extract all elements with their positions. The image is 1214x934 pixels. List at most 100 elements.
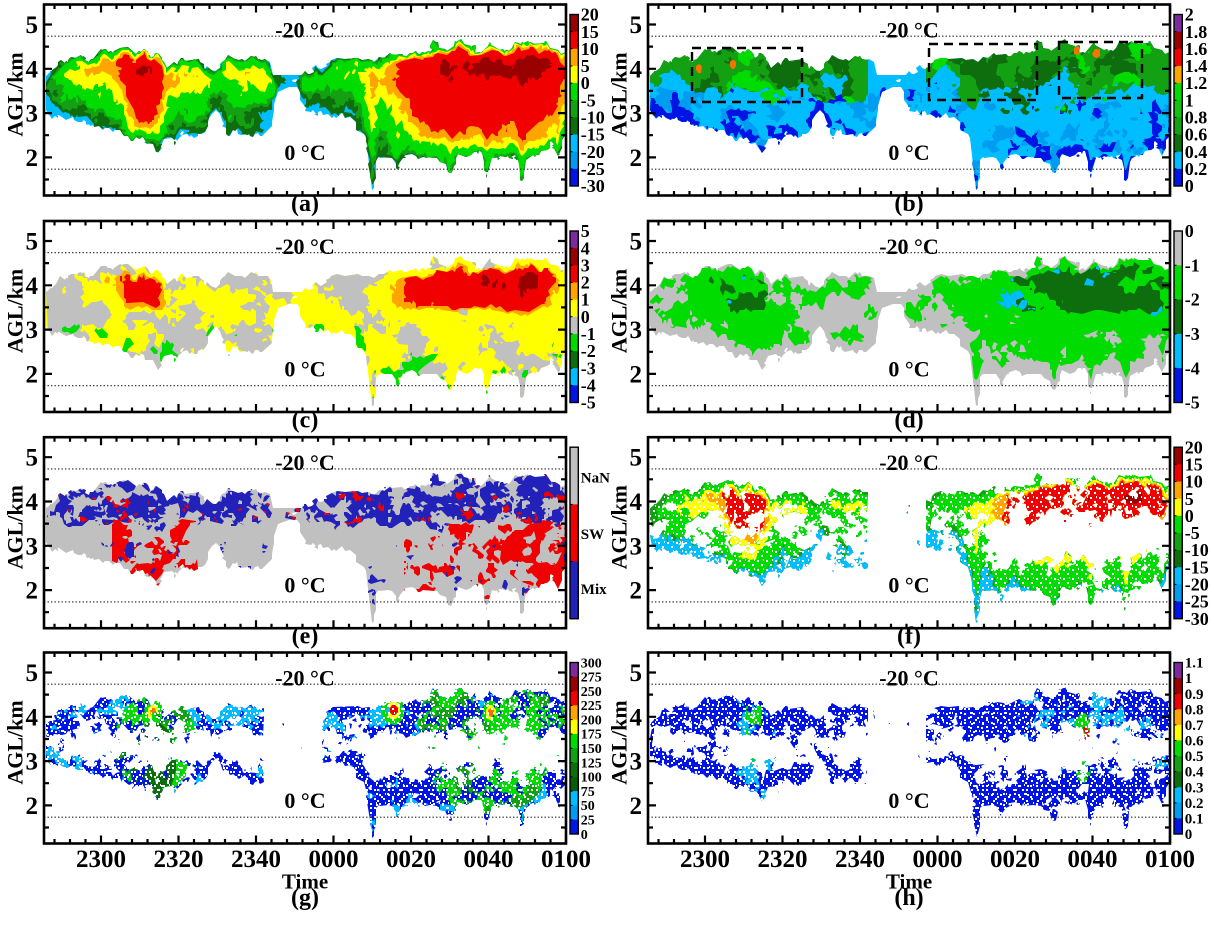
svg-text:5: 5	[581, 221, 590, 241]
svg-text:2340: 2340	[231, 846, 281, 873]
svg-text:-10: -10	[1185, 540, 1209, 560]
svg-text:AGL/km: AGL/km	[607, 269, 632, 353]
svg-text:0.2: 0.2	[1185, 159, 1208, 179]
svg-text:25: 25	[581, 814, 595, 829]
svg-text:3: 3	[630, 101, 643, 128]
svg-text:-5: -5	[581, 90, 596, 110]
svg-text:0 °C: 0 °C	[284, 573, 325, 598]
svg-text:75: 75	[581, 785, 595, 800]
svg-text:15: 15	[581, 22, 599, 42]
svg-text:4: 4	[630, 273, 643, 300]
svg-text:0020: 0020	[386, 846, 436, 873]
svg-text:-1: -1	[581, 324, 596, 344]
svg-text:0: 0	[581, 828, 588, 843]
svg-text:(a): (a)	[291, 191, 319, 217]
svg-text:-20 °C: -20 °C	[275, 666, 335, 691]
svg-text:4: 4	[630, 704, 643, 731]
svg-text:2: 2	[1185, 5, 1194, 25]
svg-text:0.4: 0.4	[1185, 765, 1204, 781]
svg-text:0 °C: 0 °C	[888, 140, 929, 165]
svg-text:0.6: 0.6	[1185, 734, 1204, 750]
svg-text:0: 0	[1185, 221, 1194, 241]
svg-text:2: 2	[630, 361, 643, 388]
svg-text:3: 3	[630, 533, 643, 560]
svg-text:0.6: 0.6	[1185, 125, 1208, 145]
svg-text:AGL/km: AGL/km	[607, 52, 632, 136]
svg-text:2300: 2300	[76, 846, 126, 873]
svg-text:0.3: 0.3	[1185, 780, 1204, 796]
svg-text:2300: 2300	[680, 846, 730, 873]
svg-text:20: 20	[581, 5, 599, 25]
svg-text:-20 °C: -20 °C	[879, 450, 939, 475]
svg-text:1: 1	[1185, 671, 1193, 687]
svg-text:2: 2	[26, 793, 39, 820]
svg-text:AGL/km: AGL/km	[3, 52, 28, 136]
svg-text:275: 275	[581, 671, 602, 686]
svg-text:2: 2	[26, 145, 39, 172]
svg-text:5: 5	[581, 56, 590, 76]
svg-text:-20 °C: -20 °C	[879, 666, 939, 691]
svg-text:0.1: 0.1	[1185, 812, 1204, 828]
svg-text:1: 1	[581, 290, 590, 310]
svg-text:0 °C: 0 °C	[888, 573, 929, 598]
svg-text:1.4: 1.4	[1185, 56, 1208, 76]
svg-text:(h): (h)	[894, 885, 923, 911]
svg-text:5: 5	[630, 229, 643, 256]
svg-text:0 °C: 0 °C	[888, 788, 929, 813]
svg-text:2: 2	[630, 145, 643, 172]
svg-text:-5: -5	[1185, 523, 1200, 543]
svg-text:4: 4	[26, 273, 39, 300]
svg-text:4: 4	[630, 489, 643, 516]
svg-text:2320: 2320	[758, 846, 808, 873]
svg-text:3: 3	[581, 255, 590, 275]
svg-text:0040: 0040	[464, 846, 514, 873]
svg-text:-4: -4	[1185, 358, 1200, 378]
svg-text:0100: 0100	[1145, 846, 1195, 873]
svg-text:(d): (d)	[894, 408, 923, 434]
svg-text:-20: -20	[581, 142, 605, 162]
svg-text:5: 5	[26, 229, 39, 256]
svg-text:-20 °C: -20 °C	[879, 234, 939, 259]
svg-text:125: 125	[581, 756, 602, 771]
svg-text:-10: -10	[581, 108, 605, 128]
svg-text:-5: -5	[1185, 393, 1200, 413]
svg-text:-20 °C: -20 °C	[275, 18, 335, 43]
svg-text:-5: -5	[581, 393, 596, 413]
svg-text:1.1: 1.1	[1185, 656, 1204, 672]
svg-text:AGL/km: AGL/km	[607, 485, 632, 569]
svg-text:0000: 0000	[309, 846, 359, 873]
svg-text:5: 5	[26, 12, 39, 39]
svg-text:0: 0	[1185, 506, 1194, 526]
svg-text:5: 5	[630, 12, 643, 39]
svg-text:10: 10	[581, 39, 599, 59]
svg-text:-20 °C: -20 °C	[275, 450, 335, 475]
svg-text:0100: 0100	[541, 846, 591, 873]
svg-text:-2: -2	[581, 341, 596, 361]
svg-text:150: 150	[581, 742, 602, 757]
svg-text:2320: 2320	[154, 846, 204, 873]
svg-text:AGL/km: AGL/km	[3, 269, 28, 353]
svg-text:3: 3	[26, 533, 39, 560]
svg-text:Time: Time	[282, 870, 328, 894]
svg-text:-3: -3	[1185, 324, 1200, 344]
svg-text:0.2: 0.2	[1185, 796, 1204, 812]
svg-text:(e): (e)	[292, 624, 319, 650]
svg-text:-1: -1	[1185, 255, 1200, 275]
svg-text:Time: Time	[886, 870, 932, 894]
svg-text:5: 5	[26, 660, 39, 687]
svg-text:4: 4	[26, 56, 39, 83]
svg-text:-15: -15	[581, 125, 605, 145]
svg-text:2340: 2340	[835, 846, 885, 873]
svg-text:4: 4	[26, 704, 39, 731]
svg-text:Mix: Mix	[581, 582, 607, 598]
svg-text:AGL/km: AGL/km	[607, 700, 632, 784]
svg-text:3: 3	[26, 749, 39, 776]
svg-text:3: 3	[26, 101, 39, 128]
svg-text:2: 2	[26, 361, 39, 388]
svg-text:100: 100	[581, 771, 602, 786]
svg-text:0.9: 0.9	[1185, 687, 1204, 703]
svg-text:AGL/km: AGL/km	[3, 700, 28, 784]
svg-text:5: 5	[1185, 489, 1194, 509]
svg-text:0040: 0040	[1068, 846, 1118, 873]
svg-text:1.2: 1.2	[1185, 73, 1208, 93]
